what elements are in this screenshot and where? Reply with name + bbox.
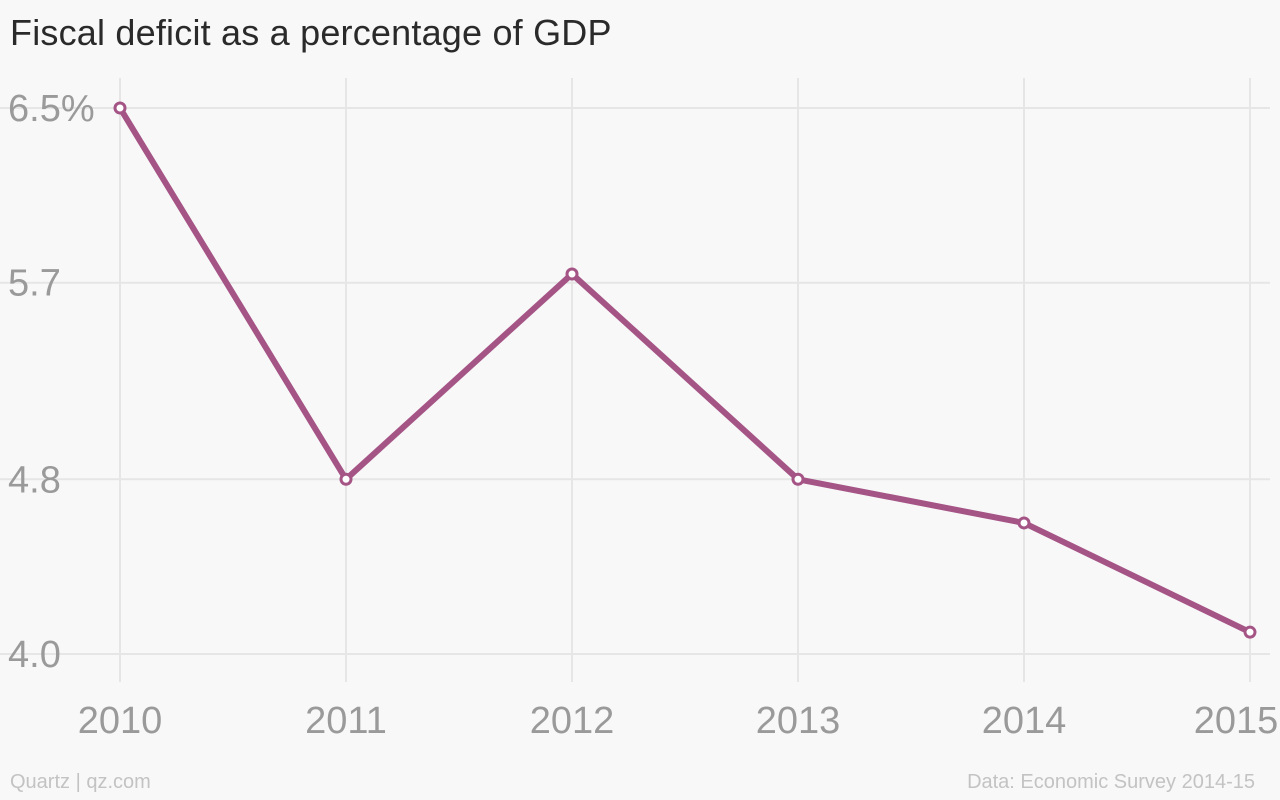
y-tick-label: 4.0 xyxy=(8,634,61,676)
x-tick-label: 2010 xyxy=(78,700,163,742)
grid-lines xyxy=(0,78,1270,682)
data-point[interactable] xyxy=(565,267,579,281)
y-tick-label: 4.8 xyxy=(8,459,61,501)
data-point[interactable] xyxy=(791,472,805,486)
data-point[interactable] xyxy=(113,101,127,115)
data-point[interactable] xyxy=(339,472,353,486)
footer-credit: Quartz | qz.com xyxy=(10,771,151,793)
series-layer xyxy=(113,101,1257,639)
x-tick-label: 2013 xyxy=(756,700,841,742)
y-tick-label: 5.7 xyxy=(8,263,61,305)
data-point[interactable] xyxy=(1243,625,1257,639)
x-tick-label: 2014 xyxy=(982,700,1067,742)
footer-source: Data: Economic Survey 2014-15 xyxy=(967,771,1255,793)
series-line xyxy=(117,105,1253,636)
axis-labels: 4.0 4.8 5.7 6.5% 2010 2011 2012 2013 2014 2015 xyxy=(8,88,1278,742)
y-tick-label: 6.5% xyxy=(8,88,95,130)
x-tick-label: 2011 xyxy=(305,700,387,742)
chart-title: Fiscal deficit as a percentage of GDP xyxy=(10,12,612,53)
data-point[interactable] xyxy=(1017,516,1031,530)
x-tick-label: 2012 xyxy=(530,700,615,742)
x-tick-label: 2015 xyxy=(1194,700,1279,742)
